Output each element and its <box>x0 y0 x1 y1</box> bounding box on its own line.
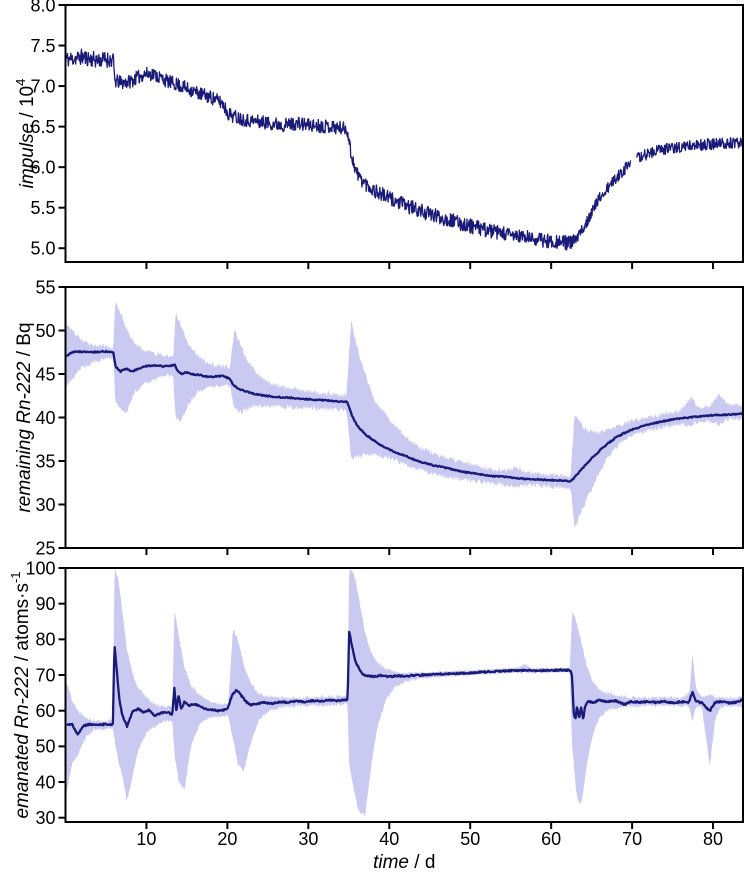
data-line-remaining-rn222 <box>65 349 743 483</box>
x-axis-label: time / d <box>373 852 435 873</box>
axes-frame-impulse <box>64 4 744 263</box>
y-tick-label: 7.5 <box>30 36 55 56</box>
y-axis-label-quantity: remaining Rn-222 <box>14 361 35 512</box>
axes-frame-emanated-rn222 <box>64 567 744 823</box>
uncertainty-band-emanated-rn222 <box>65 568 743 816</box>
y-tick-label: 35 <box>35 451 55 471</box>
y-axis-label-unit: / 10 <box>17 86 38 123</box>
y-axis-label-quantity: impulse <box>17 123 38 188</box>
y-tick-label: 7.0 <box>30 76 55 96</box>
y-axis-label-superscript: -1 <box>8 571 23 583</box>
x-tick-label: 30 <box>298 829 318 849</box>
x-tick-label: 20 <box>217 829 237 849</box>
y-axis-label-emanated-rn222: emanated Rn-222 / atoms·s-1 <box>8 571 33 818</box>
y-tick-label: 70 <box>35 665 55 685</box>
x-tick-label: 80 <box>703 829 723 849</box>
y-tick-label: 55 <box>35 277 55 297</box>
x-tick-label: 60 <box>541 829 561 849</box>
y-tick-label: 50 <box>35 321 55 341</box>
y-tick-label: 25 <box>35 538 55 558</box>
y-axis-label-remaining-rn222: remaining Rn-222 / Bq <box>14 322 35 512</box>
y-tick-label: 5.0 <box>30 239 55 259</box>
y-tick-label: 45 <box>35 364 55 384</box>
panel-remaining-rn222: 25 30 35 40 45 50 55 remaining Rn-222 / Bq <box>14 277 744 558</box>
y-tick-label: 8.0 <box>30 0 55 15</box>
y-tick-label: 30 <box>35 808 55 828</box>
y-tick-label: 40 <box>35 408 55 428</box>
data-line-impulse <box>65 48 743 251</box>
y-axis-label-unit: / atoms·s <box>12 583 33 666</box>
data-line-emanated-rn222 <box>66 630 743 736</box>
panel-data-area-impulse <box>65 48 743 251</box>
y-tick-label: 5.5 <box>30 198 55 218</box>
x-axis-label-quantity: time <box>373 852 409 873</box>
x-tick-label: 50 <box>460 829 480 849</box>
x-tick-label: 70 <box>622 829 642 849</box>
y-tick-label: 80 <box>35 630 55 650</box>
axes-frame-remaining-rn222 <box>64 286 744 549</box>
y-tick-label: 90 <box>35 594 55 614</box>
y-tick-label: 30 <box>35 495 55 515</box>
y-axis-label-quantity: emanated Rn-222 <box>12 666 33 819</box>
y-tick-label: 40 <box>35 772 55 792</box>
x-tick-label: 10 <box>136 829 156 849</box>
x-axis-label-unit: / d <box>409 852 435 873</box>
x-tick-label: 40 <box>379 829 399 849</box>
y-axis-label-superscript: 4 <box>13 79 28 86</box>
y-tick-label: 6.0 <box>30 157 55 177</box>
y-tick-label: 100 <box>25 558 55 578</box>
y-tick-label: 60 <box>35 701 55 721</box>
panel-impulse: 5.0 5.5 6.0 6.5 7.0 7.5 8.0 impulse / 104 <box>13 0 744 269</box>
panel-data-area-remaining-rn222 <box>65 301 743 529</box>
uncertainty-band-remaining-rn222 <box>65 301 743 529</box>
y-axis-label-unit: / Bq <box>14 322 35 361</box>
panel-data-area-emanated-rn222 <box>65 568 743 816</box>
y-axis-label-impulse: impulse / 104 <box>13 79 38 189</box>
y-tick-label: 6.5 <box>30 117 55 137</box>
y-tick-label: 50 <box>35 737 55 757</box>
